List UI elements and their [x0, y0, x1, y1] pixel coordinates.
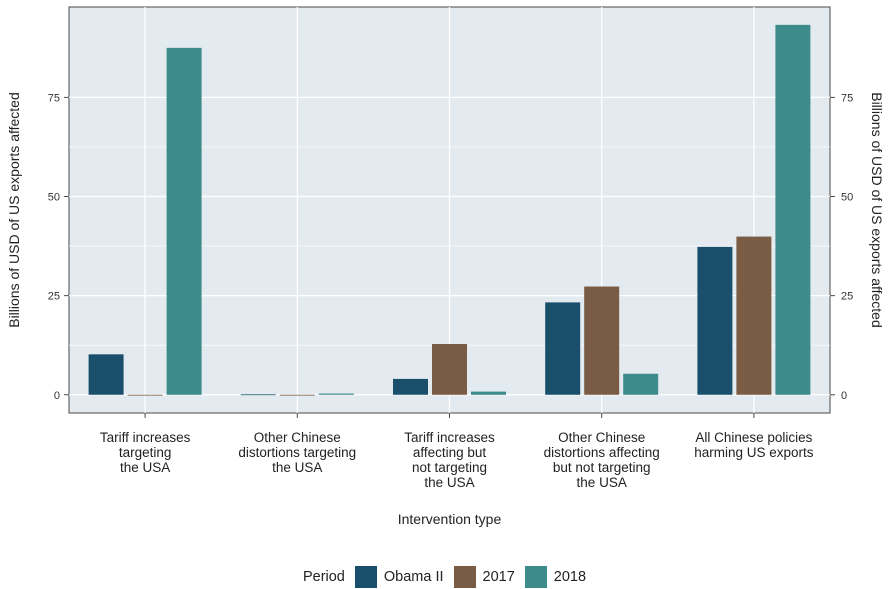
- x-tick-label: Other Chinese distortions targeting the US…: [238, 430, 356, 475]
- y-axis-title-left: Billions of USD of US exports affected: [6, 92, 22, 328]
- y-axis-left: 0 25 50 75: [48, 92, 69, 402]
- bar: [736, 236, 772, 395]
- legend-swatch: [453, 566, 476, 588]
- legend-item: 2017: [453, 566, 515, 588]
- y-tick-label: 75: [48, 92, 60, 104]
- y-tick-label-right: 50: [841, 192, 853, 204]
- legend-swatch: [354, 566, 377, 588]
- bar: [545, 302, 581, 395]
- legend-title: Period: [302, 569, 345, 585]
- x-tick-label: Tariff increases targeting the USA: [100, 430, 191, 475]
- bar: [318, 393, 354, 395]
- legend-label: 2018: [553, 569, 587, 585]
- bar: [623, 373, 659, 395]
- bar: [127, 394, 163, 396]
- legend: Period Obama II 2017 2018: [0, 566, 889, 588]
- legend-item: 2018: [524, 566, 587, 588]
- x-axis: Tariff increases targeting the USA Other Ch…: [100, 413, 814, 490]
- y-tick-label-right: 0: [841, 390, 847, 402]
- x-tick-label: All Chinese policies harming US exports: [694, 430, 814, 460]
- x-axis-title: Intervention type: [398, 511, 502, 527]
- legend-label: Obama II: [383, 569, 444, 585]
- bar: [279, 394, 315, 396]
- y-tick-label: 50: [48, 192, 60, 204]
- bar: [432, 344, 467, 395]
- bar: [166, 47, 202, 395]
- legend-items: Obama II 2017 2018: [345, 566, 586, 588]
- x-tick-label: Tariff increases affecting but not targeti…: [404, 430, 495, 490]
- legend-label: 2017: [482, 569, 515, 585]
- y-tick-label-right: 25: [841, 291, 853, 303]
- x-tick-label: Other Chinese distortions affecting but no…: [544, 430, 660, 490]
- y-tick-label: 25: [48, 291, 60, 303]
- bar: [240, 394, 276, 396]
- bar: [584, 286, 620, 395]
- y-tick-label: 0: [54, 390, 60, 402]
- y-tick-label-right: 75: [841, 92, 853, 104]
- bar: [393, 378, 428, 395]
- bar: [471, 391, 506, 395]
- bar: [775, 24, 811, 395]
- y-axis-title-right: Billions of USD of US exports affected: [869, 92, 885, 328]
- bar: [88, 354, 124, 395]
- legend-swatch: [524, 566, 547, 588]
- legend-item: Obama II: [354, 566, 444, 588]
- bars: [88, 24, 811, 396]
- bar: [697, 246, 733, 395]
- y-axis-right: 0 25 50 75: [830, 92, 853, 402]
